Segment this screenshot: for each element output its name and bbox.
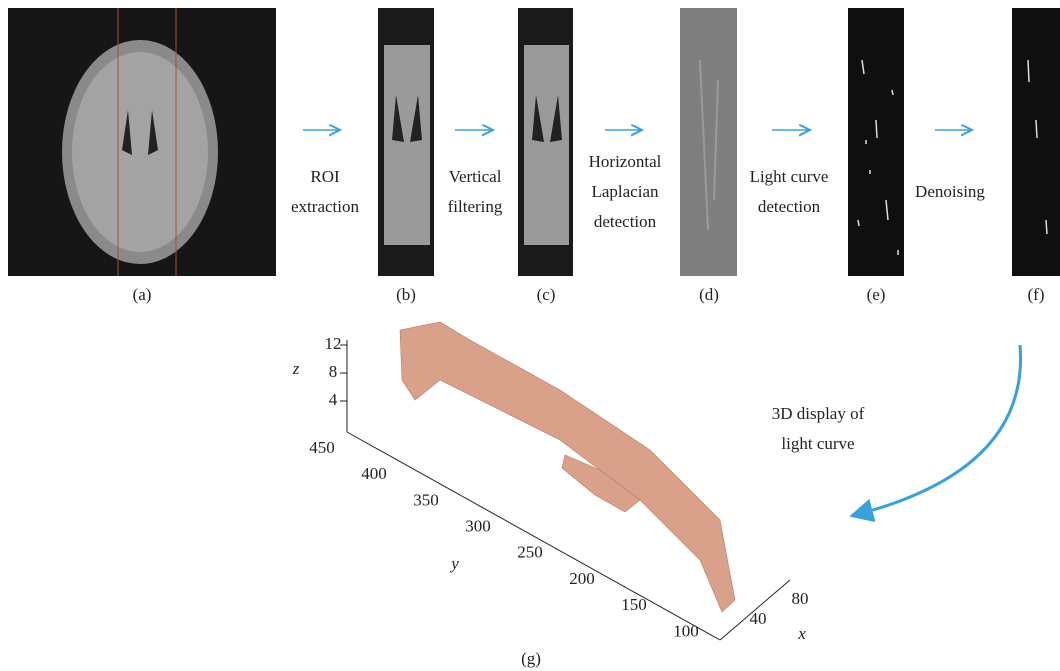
y-tick-label: 450: [309, 438, 335, 457]
z-tick-label: 4: [329, 390, 338, 409]
x-axis-label: x: [797, 624, 806, 643]
note-label: 3D display of: [772, 404, 865, 423]
note-label: light curve: [781, 434, 854, 453]
y-tick-label: 400: [361, 464, 387, 483]
plot-3d: [347, 322, 790, 640]
step-label: ROI: [310, 167, 340, 186]
step-label: Laplacian: [591, 182, 659, 201]
step-label: detection: [758, 197, 821, 216]
step-label: extraction: [291, 197, 359, 216]
y-tick-label: 350: [413, 490, 439, 509]
curved-arrow: [855, 345, 1021, 515]
step-label: Vertical: [449, 167, 502, 186]
x-tick-label: 40: [750, 609, 767, 628]
x-tick-label: 80: [792, 589, 809, 608]
panel-label: (g): [521, 649, 541, 668]
z-axis-label: z: [292, 359, 300, 378]
step-label: Denoising: [915, 182, 985, 201]
image-f: [1012, 8, 1060, 276]
figure: (a) (b) (c) (d) (e) (f) (g) ROI extraction Vertic…: [0, 0, 1060, 671]
step-label: Light curve: [750, 167, 829, 186]
panel-label: (c): [537, 285, 556, 304]
z-tick-label: 8: [329, 362, 338, 381]
step-label: Horizontal: [589, 152, 662, 171]
y-tick-label: 150: [621, 595, 647, 614]
image-b: [378, 8, 434, 276]
y-tick-label: 200: [569, 569, 595, 588]
panel-label: (b): [396, 285, 416, 304]
panel-label: (d): [699, 285, 719, 304]
y-axis-label: y: [449, 554, 459, 573]
image-a: [8, 8, 276, 276]
panel-label: (a): [133, 285, 152, 304]
image-e: [848, 8, 904, 276]
step-label: filtering: [448, 197, 503, 216]
image-d: [680, 8, 737, 276]
y-tick-label: 100: [673, 621, 699, 640]
image-c: [518, 8, 573, 276]
y-tick-label: 300: [465, 517, 491, 536]
y-tick-label: 250: [517, 543, 543, 562]
z-tick-label: 12: [325, 334, 342, 353]
step-label: detection: [594, 212, 657, 231]
panel-label: (f): [1028, 285, 1045, 304]
panel-label: (e): [867, 285, 886, 304]
